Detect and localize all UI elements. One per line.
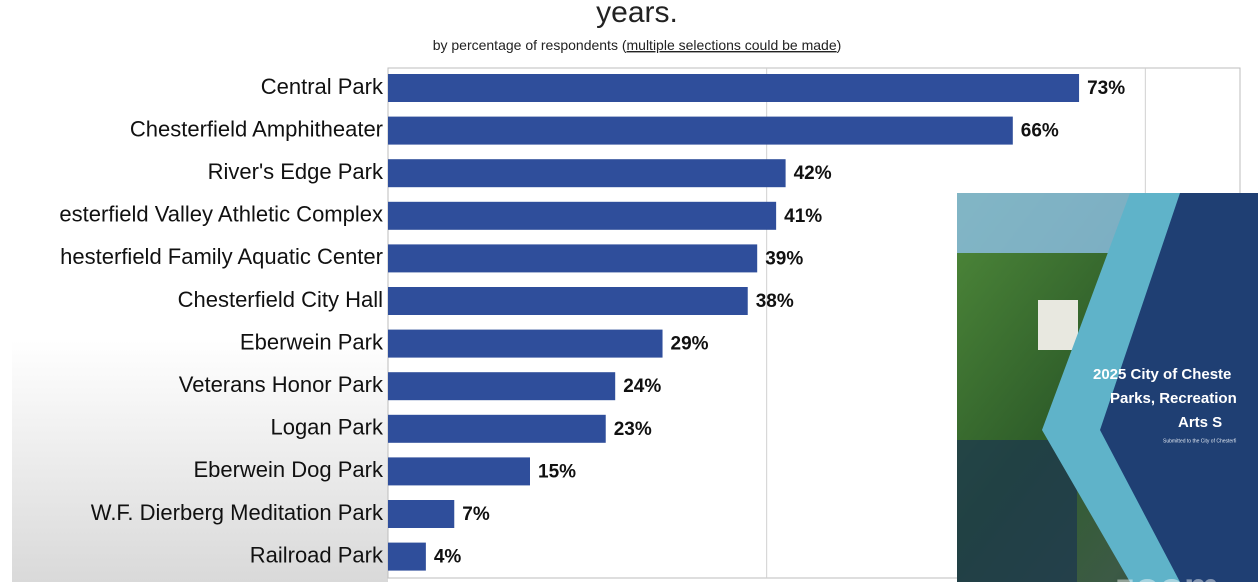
slide-title: Arts S	[1178, 414, 1222, 431]
bar	[388, 457, 530, 486]
category-label: esterfield Valley Athletic Complex	[59, 202, 383, 227]
category-label: hesterfield Family Aquatic Center	[60, 244, 383, 269]
bar	[388, 201, 777, 230]
bar	[388, 542, 426, 571]
bar	[388, 244, 758, 273]
bar	[388, 500, 455, 528]
value-label: 7%	[462, 504, 490, 525]
category-label: W.F. Dierberg Meditation Park	[91, 500, 384, 525]
bar	[388, 414, 606, 443]
slide-note: Submitted to the City of Chesterfi	[1163, 438, 1236, 444]
slide-title: Parks, Recreation	[1110, 390, 1237, 407]
gazebo	[1038, 300, 1078, 350]
slide-title: 2025 City of Cheste	[1093, 366, 1231, 383]
category-label: Eberwein Dog Park	[193, 457, 384, 482]
watermark: zoom	[1115, 566, 1219, 582]
bar	[388, 74, 1080, 102]
subtitle-part: by percentage of respondents (	[433, 37, 627, 53]
value-label: 42%	[794, 163, 832, 184]
category-label: Logan Park	[270, 415, 384, 440]
value-label: 15%	[538, 461, 576, 482]
category-label: River's Edge Park	[208, 159, 384, 184]
pond	[957, 440, 1077, 582]
subtitle-part: multiple selections could be made	[627, 37, 837, 53]
subtitle-part: )	[837, 37, 842, 53]
bar	[388, 372, 616, 401]
chart-title: years.	[596, 0, 678, 29]
value-label: 41%	[784, 206, 822, 227]
category-label: Chesterfield Amphitheater	[130, 116, 383, 141]
plot: Central Park 73% Chesterfield Amphitheater…	[59, 68, 1146, 578]
category-label: Central Park	[261, 74, 384, 99]
category-label: Railroad Park	[250, 542, 384, 567]
value-label: 23%	[614, 419, 652, 440]
value-label: 38%	[756, 291, 794, 312]
value-label: 66%	[1021, 121, 1059, 142]
chart-subtitle: by percentage of respondents (multiple s…	[433, 37, 842, 53]
category-label: Eberwein Park	[240, 329, 384, 354]
bar	[388, 159, 786, 188]
chevron	[1042, 193, 1180, 582]
value-label: 4%	[434, 547, 462, 568]
shadow	[12, 340, 388, 582]
category-label: Veterans Honor Park	[179, 372, 384, 397]
slide-thumbnail: 2025 City of Cheste Parks, Recreation Arts…	[957, 193, 1258, 582]
bar	[388, 116, 1013, 145]
bar	[388, 329, 663, 358]
bar	[388, 287, 748, 315]
value-label: 29%	[671, 334, 709, 355]
value-label: 24%	[623, 376, 661, 397]
value-label: 73%	[1087, 78, 1125, 99]
value-label: 39%	[765, 248, 803, 269]
category-label: Chesterfield City Hall	[178, 287, 383, 312]
